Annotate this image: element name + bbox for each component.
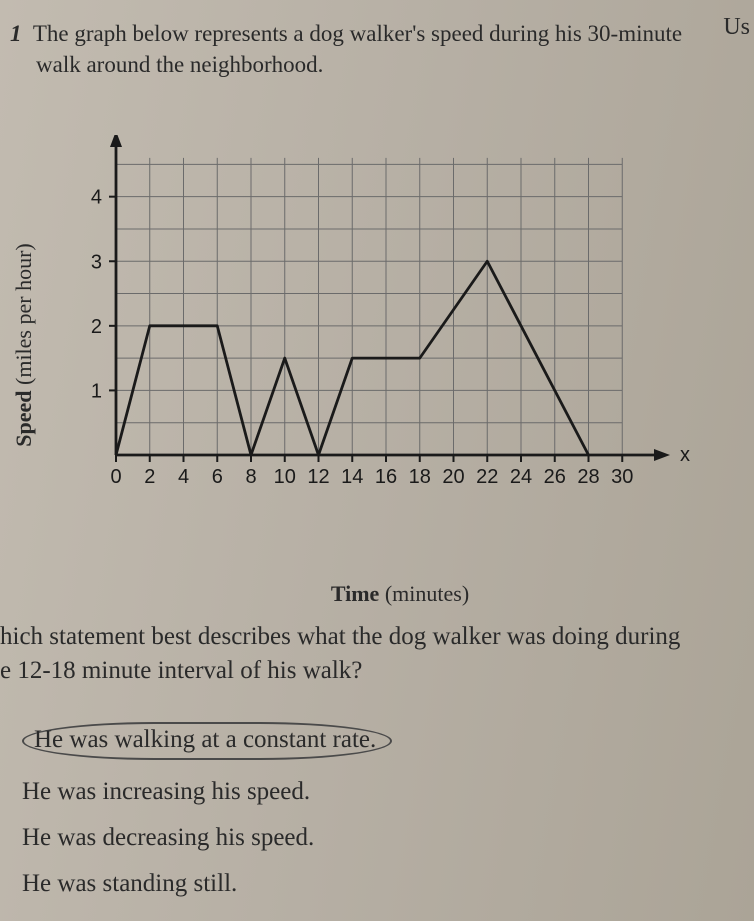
option-b-text: He was increasing his speed. [22, 778, 310, 805]
svg-text:14: 14 [341, 466, 363, 488]
svg-text:20: 20 [442, 466, 464, 488]
option-a-text: He was walking at a constant rate. [22, 722, 392, 760]
svg-text:6: 6 [212, 466, 223, 488]
chart-container: Speed (miles per hour) 02468101214161820… [30, 135, 690, 555]
svg-text:16: 16 [375, 466, 397, 488]
y-axis-label: Speed (miles per hour) [11, 243, 37, 446]
svg-text:22: 22 [476, 466, 498, 488]
svg-text:10: 10 [274, 466, 296, 488]
y-axis-label-rest: (miles per hour) [11, 243, 36, 390]
answer-options: He was walking at a constant rate. He wa… [0, 710, 724, 914]
svg-text:30: 30 [611, 466, 633, 488]
svg-text:2: 2 [144, 466, 155, 488]
svg-text:0: 0 [110, 466, 121, 488]
chart-svg: 0246810121416182022242628301234x [30, 135, 690, 515]
svg-text:8: 8 [245, 466, 256, 488]
svg-text:3: 3 [91, 251, 102, 273]
question-number: 1 [10, 21, 22, 46]
sub-question: hich statement best describes what the d… [0, 620, 724, 688]
x-axis-label-bold: Time [331, 581, 379, 606]
sub-question-line1: hich statement best describes what the d… [0, 623, 680, 650]
svg-text:x: x [680, 444, 690, 466]
x-axis-label-rest: (minutes) [379, 581, 469, 606]
svg-text:4: 4 [91, 187, 102, 209]
option-a: He was walking at a constant rate. [18, 720, 724, 762]
svg-text:18: 18 [409, 466, 431, 488]
option-c: He was decreasing his speed. [18, 822, 724, 854]
svg-text:26: 26 [544, 466, 566, 488]
option-b: He was increasing his speed. [18, 776, 724, 808]
svg-text:1: 1 [91, 380, 102, 402]
question-text-line2: walk around the neighborhood. [36, 52, 323, 77]
option-c-text: He was decreasing his speed. [22, 824, 314, 851]
sub-question-line2: e 12-18 minute interval of his walk? [0, 657, 362, 684]
option-d: He was standing still. [18, 868, 724, 900]
svg-text:2: 2 [91, 316, 102, 338]
question-text-line1: The graph below represents a dog walker'… [33, 21, 682, 46]
option-d-text: He was standing still. [22, 870, 237, 897]
svg-text:12: 12 [307, 466, 329, 488]
svg-text:4: 4 [178, 466, 189, 488]
y-axis-label-bold: Speed [11, 390, 36, 446]
question-header: 1 The graph below represents a dog walke… [10, 18, 734, 80]
svg-text:28: 28 [577, 466, 599, 488]
x-axis-label: Time (minutes) [30, 581, 690, 607]
page: Us 1 The graph below represents a dog wa… [0, 0, 754, 921]
svg-text:24: 24 [510, 466, 532, 488]
